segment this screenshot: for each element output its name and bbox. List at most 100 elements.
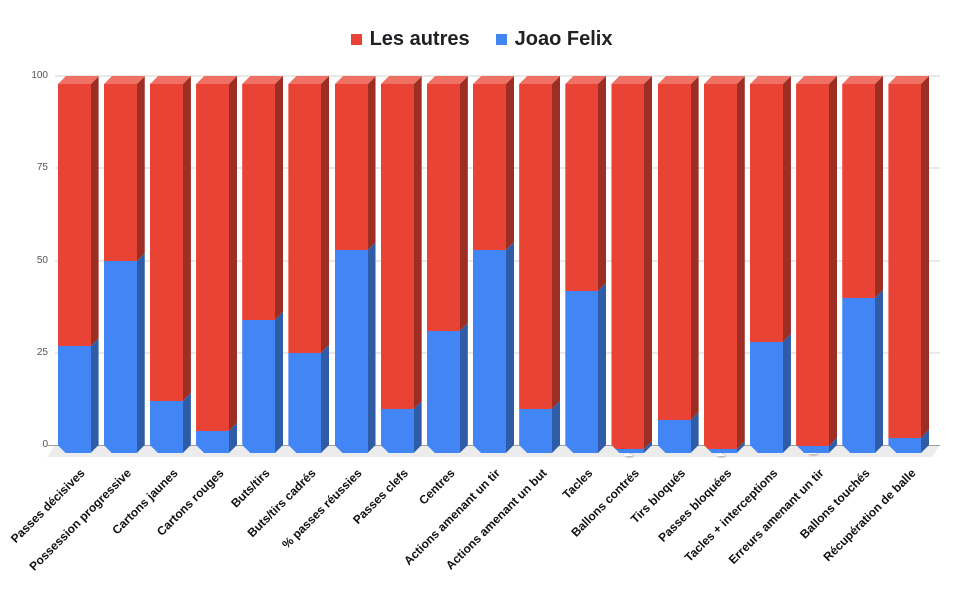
segment-les-autres[interactable]: [334, 84, 368, 251]
segment-les-autres[interactable]: [473, 84, 506, 251]
category-label: Buts/tirs: [228, 466, 273, 511]
bar-6[interactable]: [288, 76, 330, 453]
segment-les-autres[interactable]: [288, 84, 322, 354]
bar-2[interactable]: [103, 76, 145, 453]
bar-side-face-blue: [552, 400, 561, 453]
y-axis-tick-label: 25: [36, 346, 48, 358]
bar-13[interactable]: [611, 76, 653, 453]
segment-joao-felix[interactable]: [196, 430, 230, 453]
segment-joao-felix[interactable]: [703, 449, 737, 453]
category-label: Tacles: [560, 466, 596, 502]
bar-side-face-blue: [598, 282, 607, 453]
bar-8[interactable]: [380, 76, 422, 453]
bar-12[interactable]: [565, 76, 607, 453]
segment-joao-felix[interactable]: [288, 353, 322, 453]
segment-joao-felix[interactable]: [888, 438, 922, 453]
segment-les-autres[interactable]: [519, 84, 553, 409]
segment-joao-felix[interactable]: [242, 320, 276, 453]
legend-label-les-autres: Les autres: [369, 28, 470, 50]
bar-5[interactable]: [242, 76, 284, 453]
legend-item-les-autres[interactable]: Les autres: [350, 28, 470, 51]
bar-3[interactable]: [149, 76, 191, 453]
bar-side-face-red: [182, 76, 191, 402]
blue-square-icon: [495, 34, 507, 45]
bar-16[interactable]: [749, 76, 791, 453]
bar-side-face-blue: [136, 253, 145, 453]
legend-item-joao-felix[interactable]: Joao Felix: [495, 28, 613, 51]
bar-side-face-red: [782, 76, 791, 343]
segment-les-autres[interactable]: [842, 84, 876, 299]
bar-side-face-red: [552, 76, 561, 409]
bar-side-face-blue: [367, 242, 376, 453]
bar-18[interactable]: [842, 76, 884, 453]
segment-joao-felix[interactable]: [796, 445, 830, 453]
segment-joao-felix[interactable]: [57, 345, 91, 453]
bar-1[interactable]: [57, 76, 99, 453]
segment-joao-felix[interactable]: [565, 290, 599, 453]
bar-11[interactable]: [519, 76, 561, 453]
bar-19[interactable]: [888, 76, 930, 453]
bar-side-face-red: [367, 76, 376, 251]
legend-label-joao-felix: Joao Felix: [514, 28, 613, 50]
bar-15[interactable]: [703, 76, 745, 453]
bar-side-face-red: [321, 76, 330, 354]
segment-les-autres[interactable]: [103, 84, 137, 262]
bar-side-face-red: [459, 76, 468, 332]
segment-joao-felix[interactable]: [519, 408, 553, 453]
bar-side-face-blue: [413, 400, 422, 453]
bar-side-face-blue: [182, 393, 191, 453]
bar-side-face-red: [921, 76, 930, 439]
bar-side-face-blue: [459, 323, 468, 453]
bar-side-face-red: [875, 76, 884, 299]
category-label: % passes réussies: [279, 466, 365, 552]
segment-joao-felix[interactable]: [426, 331, 460, 453]
segment-les-autres[interactable]: [657, 84, 691, 420]
bar-side-face-red: [90, 76, 99, 346]
red-square-icon: [350, 34, 362, 45]
segment-joao-felix[interactable]: [103, 261, 137, 453]
bar-side-face-red: [506, 76, 514, 251]
segment-les-autres[interactable]: [380, 84, 414, 409]
bar-14[interactable]: [657, 76, 699, 453]
segment-joao-felix[interactable]: [473, 250, 506, 453]
segment-joao-felix[interactable]: [749, 342, 783, 453]
segment-les-autres[interactable]: [149, 84, 183, 402]
bar-side-face-red: [736, 76, 745, 450]
bar-17[interactable]: [796, 76, 838, 453]
bar-side-face-red: [275, 76, 284, 321]
bar-side-face-red: [136, 76, 145, 262]
segment-les-autres[interactable]: [888, 84, 922, 439]
bar-side-face-blue: [875, 290, 884, 453]
category-label: Centres: [415, 466, 458, 508]
segment-joao-felix[interactable]: [380, 408, 414, 453]
segment-joao-felix[interactable]: [149, 401, 183, 453]
bar-side-face-blue: [321, 345, 330, 453]
y-axis-tick-label: 75: [36, 162, 48, 174]
bar-4[interactable]: [196, 76, 238, 453]
segment-les-autres[interactable]: [242, 84, 276, 321]
segment-les-autres[interactable]: [196, 84, 230, 431]
segment-les-autres[interactable]: [611, 84, 645, 450]
bar-side-face-blue: [90, 337, 99, 453]
segment-joao-felix[interactable]: [842, 298, 876, 453]
bar-9[interactable]: [426, 76, 468, 453]
bar-7[interactable]: [334, 76, 376, 453]
bar-10[interactable]: [473, 76, 514, 453]
segment-les-autres[interactable]: [749, 84, 783, 343]
chart-legend: Les autres Joao Felix: [0, 28, 963, 51]
segment-les-autres[interactable]: [796, 84, 830, 446]
segment-les-autres[interactable]: [426, 84, 460, 332]
bar-side-face-red: [829, 76, 838, 446]
bar-side-face-red: [598, 76, 607, 291]
y-axis-tick-label: 50: [36, 254, 48, 266]
segment-joao-felix[interactable]: [611, 449, 645, 453]
bar-side-face-red: [413, 76, 422, 409]
segment-les-autres[interactable]: [703, 84, 737, 450]
segment-joao-felix[interactable]: [657, 419, 691, 453]
bar-side-face-red: [690, 76, 699, 420]
y-axis-tick-label: 100: [31, 70, 48, 81]
segment-les-autres[interactable]: [57, 84, 91, 346]
segment-joao-felix[interactable]: [334, 250, 368, 453]
segment-les-autres[interactable]: [565, 84, 599, 291]
